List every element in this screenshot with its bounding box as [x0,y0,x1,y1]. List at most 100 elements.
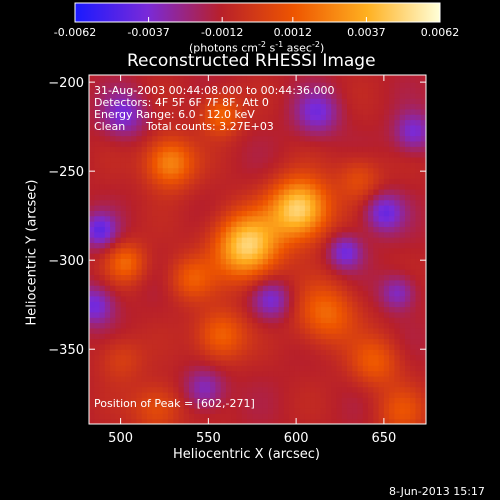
heatmap-cell [347,338,353,345]
heatmap-cell [378,82,385,89]
heatmap-cell [383,199,390,206]
heatmap-cell [341,210,348,217]
heatmap-cell [199,306,206,313]
heatmap-cell [110,354,116,361]
heatmap-cell [99,82,106,89]
heatmap-cell [157,269,164,276]
heatmap-cell [278,386,285,393]
heatmap-cell [336,258,343,265]
heatmap-cell [273,135,280,142]
heatmap-cell [299,413,306,420]
heatmap-cell [283,146,290,153]
heatmap-cell [204,87,211,94]
heatmap-cell [331,359,338,366]
heatmap-cell [415,87,422,94]
heatmap-cell [399,194,406,201]
heatmap-cell [268,263,274,270]
heatmap-cell [210,397,216,404]
heatmap-cell [357,76,364,83]
heatmap-cell [252,194,259,201]
heatmap-cell [262,199,269,206]
heatmap-cell [204,338,211,345]
heatmap-cell [141,253,148,259]
heatmap-cell [141,333,148,340]
heatmap-cell [304,103,311,110]
heatmap-cell [262,156,269,163]
heatmap-cell [273,75,280,78]
heatmap-cell [341,103,348,110]
heatmap-cell [199,327,206,334]
heatmap-cell [283,237,290,243]
heatmap-cell [110,263,116,270]
heatmap-cell [125,183,132,190]
heatmap-cell [89,231,95,238]
heatmap-cell [399,114,406,121]
heatmap-cell [331,258,338,265]
heatmap-cell [389,172,396,179]
heatmap-cell [289,397,295,404]
heatmap-cell [110,92,116,99]
heatmap-cell [415,92,422,99]
heatmap-cell [157,285,164,292]
heatmap-cell [131,253,137,259]
heatmap-cell [131,140,137,147]
heatmap-cell [299,194,306,201]
heatmap-cell [383,253,390,259]
heatmap-cell [157,370,164,377]
heatmap-cell [162,311,169,318]
heatmap-cell [231,322,238,329]
heatmap-cell [378,381,385,388]
heatmap-cell [99,114,106,121]
heatmap-cell [136,375,143,382]
heatmap-cell [304,194,311,201]
heatmap-cell [357,386,364,393]
heatmap-cell [262,349,269,356]
heatmap-cell [194,98,201,105]
heatmap-cell [310,75,317,78]
heatmap-cell [262,146,269,153]
heatmap-cell [94,151,101,158]
heatmap-cell [99,103,106,110]
heatmap-cell [304,333,311,340]
heatmap-cell [373,391,380,398]
heatmap-cell [283,253,290,259]
heatmap-cell [362,92,369,99]
heatmap-cell [352,215,359,222]
heatmap-cell [304,151,311,158]
heatmap-cell [183,381,190,388]
heatmap-cell [189,183,195,190]
heatmap-cell [199,151,206,158]
heatmap-cell [320,343,327,350]
heatmap-cell [162,279,169,286]
heatmap-cell [283,301,290,308]
heatmap-cell [389,365,396,372]
heatmap-cell [204,258,211,265]
heatmap-cell [299,242,306,249]
heatmap-cell [394,162,401,169]
heatmap-cell [368,87,374,94]
heatmap-cell [347,285,353,292]
heatmap-cell [183,306,190,313]
heatmap-cell [268,258,274,265]
heatmap-cell [167,263,174,270]
heatmap-cell [320,183,327,190]
heatmap-cell [347,407,353,414]
heatmap-cell [189,82,195,89]
heatmap-cell [399,279,406,286]
heatmap-cell [415,167,422,174]
heatmap-cell [141,269,148,276]
heatmap-cell [325,306,332,313]
heatmap-cell [315,103,322,110]
heatmap-cell [246,87,253,94]
heatmap-cell [199,391,206,398]
heatmap-cell [399,274,406,281]
heatmap-cell [215,279,222,286]
heatmap-cell [410,204,417,211]
heatmap-cell [189,108,195,115]
heatmap-cell [404,343,411,350]
heatmap-cell [415,226,422,233]
heatmap-cell [173,226,180,233]
heatmap-cell [252,135,259,142]
heatmap-cell [241,338,248,345]
heatmap-cell [89,418,95,424]
